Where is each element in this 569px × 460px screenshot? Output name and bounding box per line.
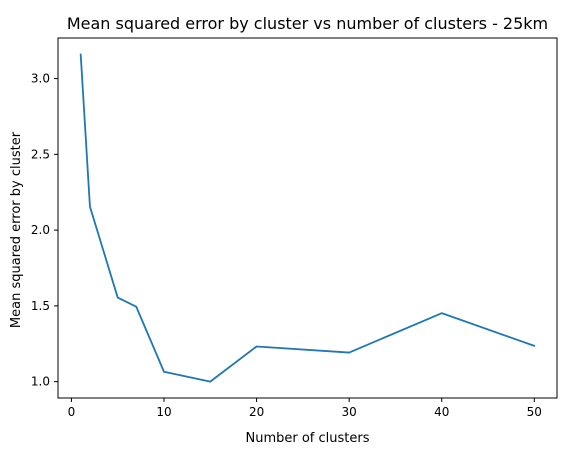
x-tick-label: 30 [342,405,357,419]
x-tick-label: 20 [249,405,264,419]
plot-area [58,38,557,398]
chart-title: Mean squared error by cluster vs number … [67,14,548,33]
y-tick-label: 2.0 [31,223,50,237]
series-line [81,54,535,381]
x-tick-label: 50 [527,405,542,419]
series-layer [81,54,535,381]
x-tick-label: 40 [434,405,449,419]
y-tick-label: 1.0 [31,375,50,389]
y-tick-label: 3.0 [31,72,50,86]
x-tick-label: 0 [68,405,76,419]
y-axis: 1.0 1.5 2.0 2.5 3.0 [31,72,58,389]
x-axis: 0 10 20 30 40 50 [68,398,542,419]
y-tick-label: 1.5 [31,299,50,313]
x-tick-label: 10 [156,405,171,419]
y-axis-label: Mean squared error by cluster [9,131,24,328]
x-axis-label: Number of clusters [245,431,369,446]
y-tick-label: 2.5 [31,147,50,161]
plot-frame [58,38,557,398]
